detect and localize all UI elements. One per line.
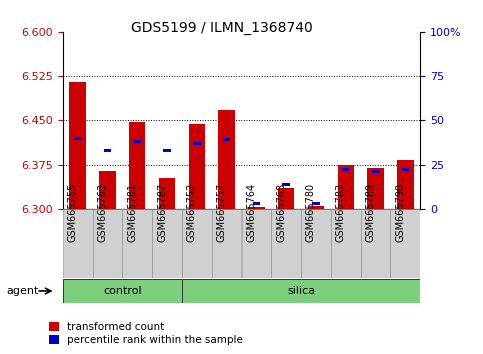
Text: GSM665789: GSM665789	[366, 183, 376, 242]
Text: GSM665780: GSM665780	[306, 183, 316, 242]
Text: GSM665763: GSM665763	[98, 183, 108, 242]
Bar	[93, 209, 122, 278]
Legend: transformed count, percentile rank within the sample: transformed count, percentile rank withi…	[49, 322, 243, 345]
Bar	[308, 206, 324, 209]
Bar	[372, 170, 379, 173]
Bar	[402, 169, 409, 171]
Bar	[129, 122, 145, 209]
Bar	[283, 183, 290, 185]
Bar	[163, 149, 170, 152]
Text: GSM665757: GSM665757	[216, 183, 227, 242]
Bar	[278, 188, 294, 209]
Bar	[242, 209, 271, 278]
Bar	[182, 209, 212, 278]
Text: GSM665755: GSM665755	[68, 183, 78, 242]
Text: GSM665783: GSM665783	[336, 183, 346, 242]
Bar	[182, 279, 420, 303]
Bar	[63, 209, 93, 278]
Bar	[331, 209, 361, 278]
Bar	[223, 138, 230, 141]
Text: GDS5199 / ILMN_1368740: GDS5199 / ILMN_1368740	[131, 21, 313, 35]
Bar	[74, 137, 81, 139]
Bar	[99, 171, 115, 209]
Bar	[361, 209, 390, 278]
Bar	[248, 207, 265, 209]
Bar	[342, 169, 349, 171]
Bar	[368, 167, 384, 209]
Bar	[193, 142, 200, 145]
Text: GSM665781: GSM665781	[127, 183, 137, 242]
Text: GSM665752: GSM665752	[187, 183, 197, 242]
Text: GSM665764: GSM665764	[246, 183, 256, 242]
Bar	[159, 178, 175, 209]
Bar	[152, 209, 182, 278]
Bar	[63, 279, 182, 303]
Bar	[271, 209, 301, 278]
Bar	[189, 125, 205, 209]
Bar	[104, 149, 111, 152]
Text: GSM665790: GSM665790	[395, 183, 405, 242]
Bar	[212, 209, 242, 278]
Text: silica: silica	[287, 286, 315, 296]
Bar	[390, 209, 420, 278]
Bar	[397, 160, 413, 209]
Bar	[70, 82, 86, 209]
Text: control: control	[103, 286, 142, 296]
Bar	[301, 209, 331, 278]
Text: GSM665768: GSM665768	[276, 183, 286, 242]
Bar	[338, 165, 354, 209]
Bar	[313, 202, 320, 205]
Bar	[253, 202, 260, 205]
Bar	[218, 110, 235, 209]
Text: agent: agent	[6, 286, 39, 296]
Text: GSM665787: GSM665787	[157, 183, 167, 242]
Bar	[134, 140, 141, 143]
Bar	[122, 209, 152, 278]
